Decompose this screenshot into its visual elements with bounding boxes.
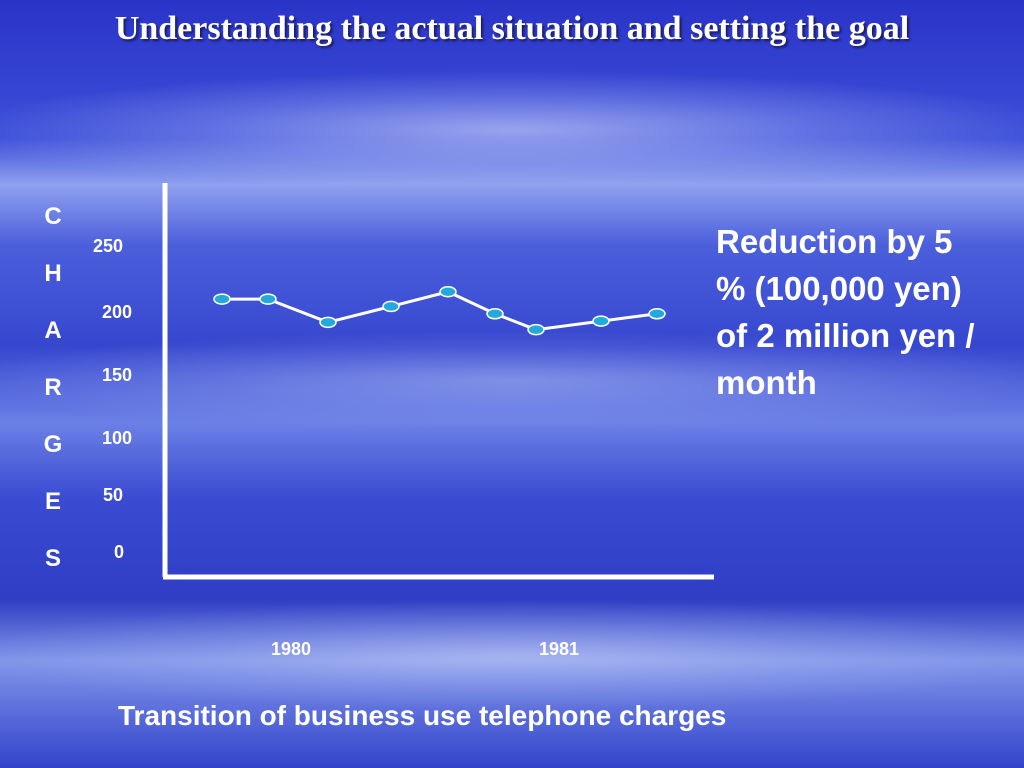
- data-point: [527, 323, 545, 336]
- y-tick-label: 100: [102, 428, 132, 448]
- data-series: [213, 285, 666, 336]
- reduction-goal-note: Reduction by 5 % (100,000 yen) of 2 mill…: [716, 223, 975, 401]
- y-tick-label: 150: [102, 365, 132, 385]
- data-point: [319, 316, 337, 329]
- y-axis-label-letter: S: [45, 545, 61, 572]
- y-axis-label-letter: E: [45, 488, 61, 515]
- x-tick-label: 1981: [539, 639, 579, 659]
- y-tick-label: 50: [103, 485, 123, 505]
- data-point: [213, 293, 231, 305]
- y-tick-label: 200: [102, 302, 132, 322]
- chart-axes: [162, 183, 714, 580]
- y-tick-label: 0: [114, 542, 124, 562]
- data-point: [648, 308, 666, 320]
- slide-title: Understanding the actual situation and s…: [114, 10, 910, 47]
- y-axis-label: C H A R G E S: [44, 203, 63, 572]
- chart-caption: Transition of business use telephone cha…: [118, 700, 727, 731]
- data-point: [439, 285, 457, 298]
- y-tick-labels: 250 200 150 100 50 0: [93, 236, 132, 562]
- data-point: [592, 315, 610, 327]
- data-point: [382, 300, 400, 313]
- background-cloud: [0, 330, 1024, 430]
- x-tick-label: 1980: [271, 639, 311, 659]
- background-cloud: [0, 70, 1024, 190]
- y-axis-label-letter: G: [44, 431, 63, 458]
- y-axis-label-letter: A: [44, 317, 61, 344]
- data-point: [259, 293, 277, 305]
- background-cloud: [0, 600, 1024, 710]
- y-axis-label-letter: C: [44, 203, 61, 230]
- y-tick-label: 250: [93, 236, 123, 256]
- data-point: [486, 308, 504, 320]
- series-line: [222, 290, 658, 332]
- x-tick-labels: 1980 1981: [271, 639, 579, 659]
- y-axis-label-letter: H: [44, 260, 61, 287]
- y-axis-label-letter: R: [44, 374, 61, 401]
